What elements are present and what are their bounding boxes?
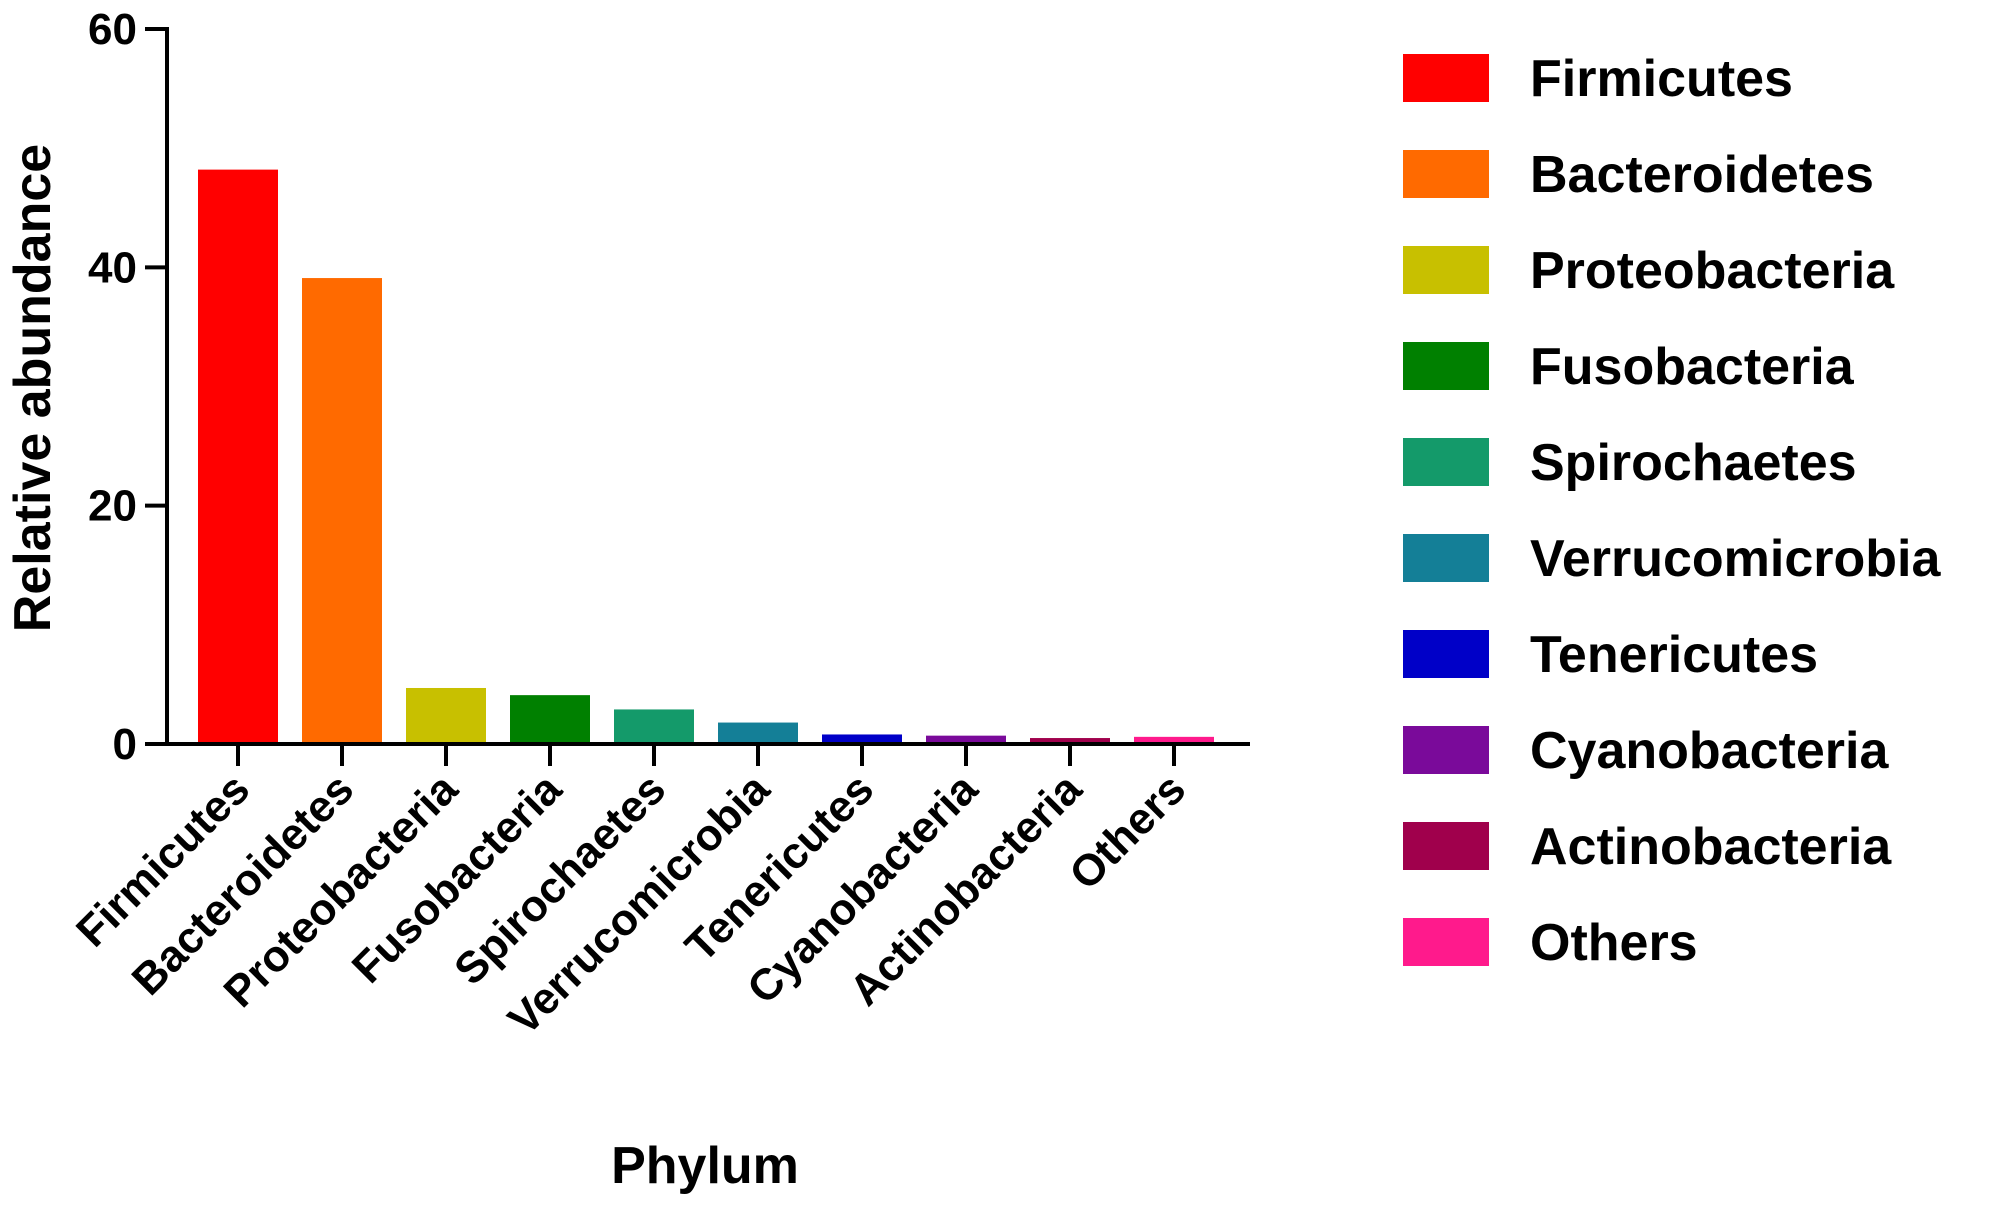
x-tick-label-others: Others	[1060, 764, 1195, 899]
legend-swatch-proteobacteria	[1403, 246, 1489, 294]
legend-label-actinobacteria: Actinobacteria	[1530, 818, 1892, 876]
x-axis-title: Phylum	[611, 1137, 799, 1195]
bar-cyanobacteria	[926, 735, 1006, 744]
legend-swatch-tenericutes	[1403, 630, 1489, 678]
legend-swatch-verrucomicrobia	[1403, 534, 1489, 582]
bar-spirochaetes	[614, 709, 694, 744]
y-tick-label-60: 60	[88, 5, 137, 54]
x-axis: FirmicutesBacteroidetesProteobacteriaFus…	[67, 742, 1250, 1045]
legend-swatch-bacteroidetes	[1403, 150, 1489, 198]
legend-swatch-fusobacteria	[1403, 342, 1489, 390]
bar-actinobacteria	[1030, 738, 1110, 744]
bar-fusobacteria	[510, 695, 590, 744]
bar-firmicutes	[198, 169, 278, 744]
legend-swatch-spirochaetes	[1403, 438, 1489, 486]
legend-label-fusobacteria: Fusobacteria	[1530, 338, 1855, 396]
bar-bacteroidetes	[302, 278, 382, 744]
y-tick-label-20: 20	[88, 482, 137, 531]
legend-label-bacteroidetes: Bacteroidetes	[1530, 146, 1874, 204]
legend-swatch-cyanobacteria	[1403, 726, 1489, 774]
y-axis: 0 20 40 60	[88, 5, 169, 769]
y-tick-label-40: 40	[88, 243, 137, 292]
y-tick-label-0: 0	[113, 720, 137, 769]
bar-others	[1134, 736, 1214, 744]
bars-group	[198, 169, 1214, 744]
legend-label-verrucomicrobia: Verrucomicrobia	[1530, 530, 1941, 588]
legend-swatch-actinobacteria	[1403, 822, 1489, 870]
legend-label-others: Others	[1530, 914, 1698, 972]
legend-label-spirochaetes: Spirochaetes	[1530, 434, 1857, 492]
bar-verrucomicrobia	[718, 722, 798, 744]
legend-swatch-firmicutes	[1403, 54, 1489, 102]
legend-label-proteobacteria: Proteobacteria	[1530, 242, 1895, 300]
bar-tenericutes	[822, 734, 902, 744]
legend-label-firmicutes: Firmicutes	[1530, 50, 1793, 108]
legend-label-cyanobacteria: Cyanobacteria	[1530, 722, 1889, 780]
legend-swatch-others	[1403, 918, 1489, 966]
y-axis-title: Relative abundance	[4, 144, 62, 632]
legend: Firmicutes Bacteroidetes Proteobacteria Fus…	[1403, 50, 1941, 972]
legend-label-tenericutes: Tenericutes	[1530, 626, 1818, 684]
bar-proteobacteria	[406, 687, 486, 744]
